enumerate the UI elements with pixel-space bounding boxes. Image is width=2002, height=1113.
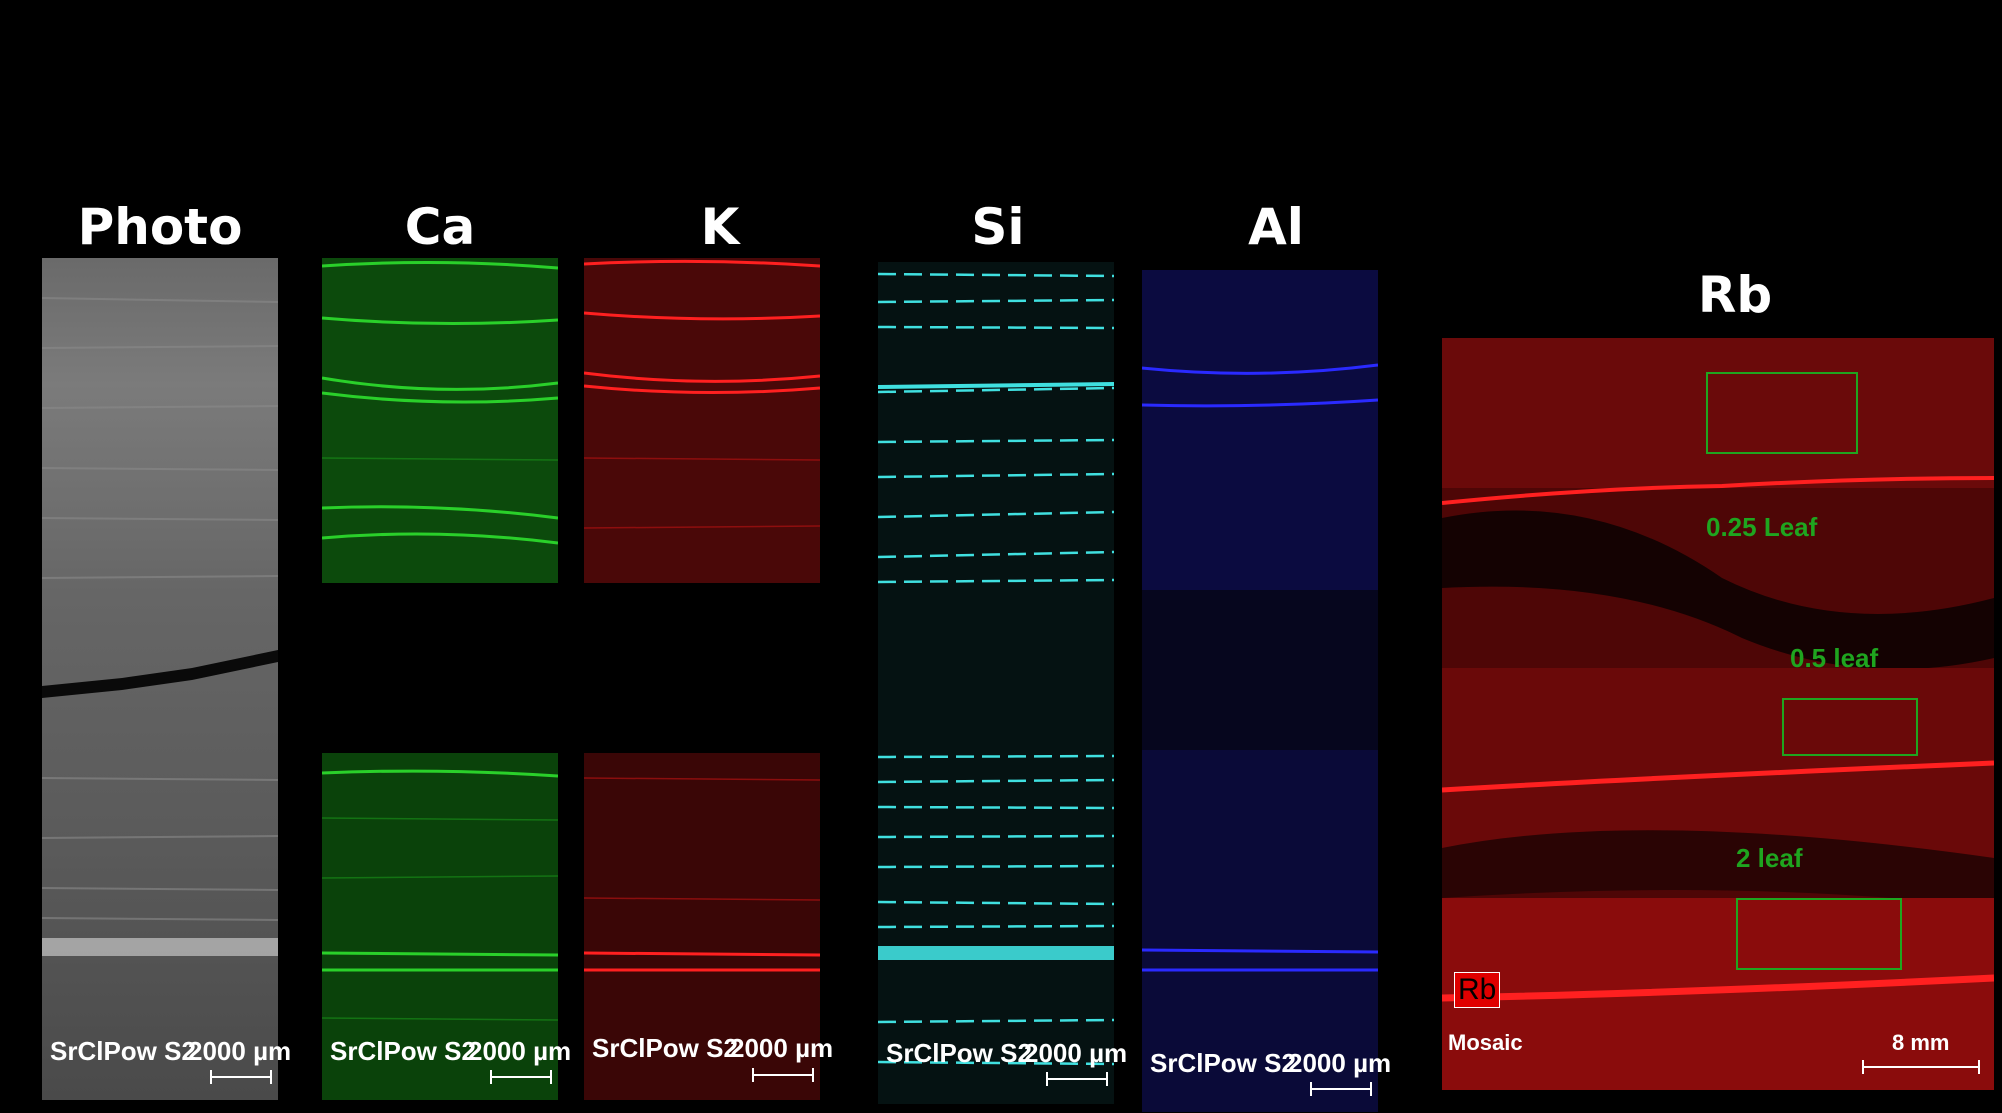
ca-scale-label: 2000 µm (468, 1036, 572, 1066)
rb-scale-label: 8 mm (1892, 1030, 1950, 1055)
ca-scale-bar (490, 1070, 552, 1084)
roi-box-0.25-leaf (1706, 372, 1858, 454)
title-photo: Photo (77, 198, 243, 256)
ca-image (322, 258, 558, 1100)
title-si: Si (971, 198, 1025, 256)
al-caption: SrClPow S2 (1150, 1048, 1296, 1078)
roi-box-2-leaf (1736, 898, 1902, 970)
title-rb: Rb (1697, 266, 1773, 324)
si-scale-label: 2000 µm (1024, 1038, 1128, 1068)
roi-label-2-leaf: 2 leaf (1736, 843, 1803, 873)
rb-scale-bar (1862, 1060, 1980, 1074)
roi-box-0.5-leaf (1782, 698, 1918, 756)
al-image (1142, 270, 1378, 1112)
photo-scale-label: 2000 µm (188, 1036, 292, 1066)
photo-caption: SrClPow S2 (50, 1036, 196, 1066)
title-al: Al (1248, 198, 1304, 256)
title-k: K (700, 198, 740, 256)
k-image (584, 258, 820, 1100)
roi-label-0.5-leaf: 0.5 leaf (1790, 643, 1879, 673)
al-scale-label: 2000 µm (1288, 1048, 1392, 1078)
ca-caption: SrClPow S2 (330, 1036, 476, 1066)
mosaic-label: Mosaic (1448, 1030, 1523, 1055)
k-scale-label: 2000 µm (730, 1033, 834, 1063)
k-caption: SrClPow S2 (592, 1033, 738, 1063)
roi-label-0.25-leaf: 0.25 Leaf (1706, 512, 1818, 542)
si-scale-bar (1046, 1072, 1108, 1086)
rb-image (1442, 338, 1994, 1090)
photo-image (42, 258, 278, 1100)
si-image (878, 262, 1114, 1104)
photo-scale-bar (210, 1070, 272, 1084)
rb-badge: Rb (1454, 972, 1501, 1008)
k-scale-bar (752, 1068, 814, 1082)
si-caption: SrClPow S2 (886, 1038, 1032, 1068)
title-ca: Ca (404, 198, 476, 256)
al-scale-bar (1310, 1082, 1372, 1096)
